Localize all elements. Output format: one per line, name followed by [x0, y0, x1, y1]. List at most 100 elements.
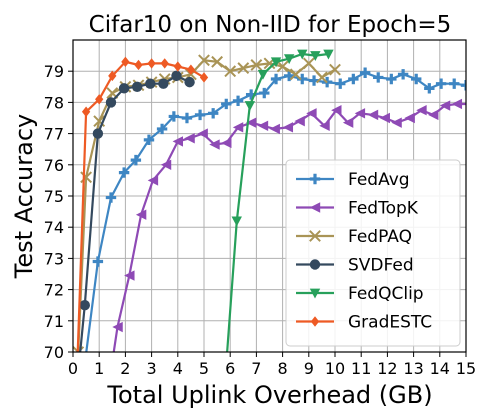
y-tick-label: 78: [44, 93, 64, 112]
data-point-fedqclip: [244, 101, 256, 111]
data-point-fedpaq: [237, 62, 250, 74]
data-point-svdfed: [145, 78, 156, 89]
data-point-gradestc: [173, 61, 182, 72]
legend-label-fedavg: FedAvg: [348, 170, 410, 190]
legend-entry-fedtopk: FedTopK: [296, 199, 419, 219]
data-point-fedavg: [283, 70, 295, 82]
data-point-fedavg: [156, 123, 168, 135]
data-point-gradestc: [160, 58, 169, 69]
data-point-fedtopk: [294, 115, 305, 127]
data-point-fedavg: [460, 80, 466, 91]
x-tick-label: 10: [325, 359, 345, 378]
data-point-fedtopk: [147, 175, 159, 186]
y-tick-label: 75: [44, 187, 64, 206]
data-point-svdfed: [171, 70, 182, 82]
data-point-fedtopk: [282, 122, 294, 133]
data-point-fedavg: [143, 134, 155, 146]
y-tick-label: 70: [44, 343, 64, 362]
data-point-fedtopk: [245, 117, 257, 128]
series-line-svdfed: [79, 74, 191, 352]
y-tick-label: 77: [44, 125, 64, 144]
data-point-fedavg: [348, 73, 359, 85]
x-tick-label: 12: [377, 359, 397, 378]
series-fedtopk: [112, 98, 466, 352]
data-point-fedqclip: [310, 51, 321, 62]
data-point-fedavg: [335, 78, 346, 89]
data-point-fedpaq: [224, 65, 237, 78]
data-point-svdfed: [118, 83, 130, 94]
legend-entry-fedqclip: FedQClip: [296, 284, 424, 304]
x-tick-label: 8: [278, 359, 288, 378]
data-point-gradestc: [186, 64, 196, 75]
data-point-fedavg: [397, 69, 409, 80]
data-point-fedtopk: [172, 136, 183, 147]
series-fedqclip: [226, 49, 334, 352]
x-tick-label: 3: [147, 359, 157, 378]
x-tick-label: 4: [173, 359, 183, 378]
legend-marker-svdfed: [309, 259, 321, 270]
data-point-fedavg: [297, 73, 308, 85]
data-point-fedtopk: [306, 108, 317, 119]
x-tick-label: 13: [403, 359, 423, 378]
data-point-svdfed: [105, 97, 117, 108]
x-tick-label: 7: [251, 359, 261, 378]
data-point-fedtopk: [379, 112, 390, 124]
data-point-gradestc: [199, 72, 209, 83]
data-point-fedtopk: [451, 98, 463, 110]
series-svdfed: [79, 70, 195, 352]
x-tick-label: 14: [430, 359, 450, 378]
data-point-fedtopk: [354, 108, 366, 119]
x-tick-label: 9: [304, 359, 314, 378]
data-point-fedpaq: [289, 68, 302, 81]
data-point-fedtopk: [197, 128, 208, 139]
data-point-fedavg: [194, 109, 206, 121]
data-point-fedavg: [168, 111, 180, 122]
legend-marker-fedqclip: [309, 288, 321, 299]
data-point-fedqclip: [297, 49, 308, 60]
legend-entry-svdfed: SVDFed: [296, 256, 414, 276]
data-point-fedtopk: [428, 109, 439, 121]
data-point-fedpaq: [211, 55, 224, 68]
data-point-fedavg: [435, 78, 447, 89]
data-point-fedqclip: [283, 54, 295, 65]
x-tick-label: 0: [68, 359, 78, 378]
data-point-gradestc: [147, 58, 156, 69]
data-point-fedavg: [373, 72, 384, 83]
data-point-fedpaq: [198, 54, 210, 67]
data-point-fedpaq: [315, 71, 328, 84]
data-point-fedavg: [232, 95, 244, 107]
x-tick-label: 2: [120, 359, 130, 378]
data-point-fedtopk: [269, 123, 280, 135]
data-point-gradestc: [134, 59, 143, 71]
data-point-fedavg: [449, 78, 460, 89]
legend-entry-fedpaq: FedPAQ: [296, 227, 412, 247]
data-point-fedavg: [424, 83, 435, 94]
x-tick-label: 15: [456, 359, 476, 378]
x-axis-ticks: 0 1 2 3 4 5 6 7 8 9 10 11 12 13 14 15: [68, 352, 476, 378]
legend: FedAvg FedTopK FedPAQ SVDFed FedQClip GradEST…: [285, 159, 461, 347]
data-point-fedavg: [118, 167, 130, 178]
data-point-fedtopk: [416, 105, 427, 116]
data-point-fedtopk: [135, 209, 147, 220]
chart-title: Cifar10 on Non-IID for Epoch=5: [89, 12, 452, 38]
data-point-fedtopk: [112, 321, 123, 333]
data-point-fedavg: [92, 256, 104, 267]
y-tick-label: 71: [44, 312, 64, 331]
legend-marker-fedtopk: [309, 202, 321, 213]
series-fedavg: [85, 67, 466, 352]
data-point-fedavg: [181, 112, 193, 124]
data-point-svdfed: [79, 300, 90, 311]
legend-marker-gradestc: [310, 316, 320, 327]
data-point-fedavg: [270, 73, 282, 85]
data-point-fedavg: [359, 67, 371, 78]
x-tick-label: 6: [225, 359, 235, 378]
series-layer: [73, 49, 466, 352]
data-point-fedavg: [130, 154, 142, 166]
data-point-fedtopk: [209, 139, 220, 150]
data-point-gradestc: [95, 94, 104, 105]
data-point-fedtopk: [257, 120, 269, 131]
y-tick-label: 76: [44, 156, 64, 175]
legend-marker-fedavg: [309, 173, 321, 185]
data-point-fedqclip: [257, 69, 269, 80]
